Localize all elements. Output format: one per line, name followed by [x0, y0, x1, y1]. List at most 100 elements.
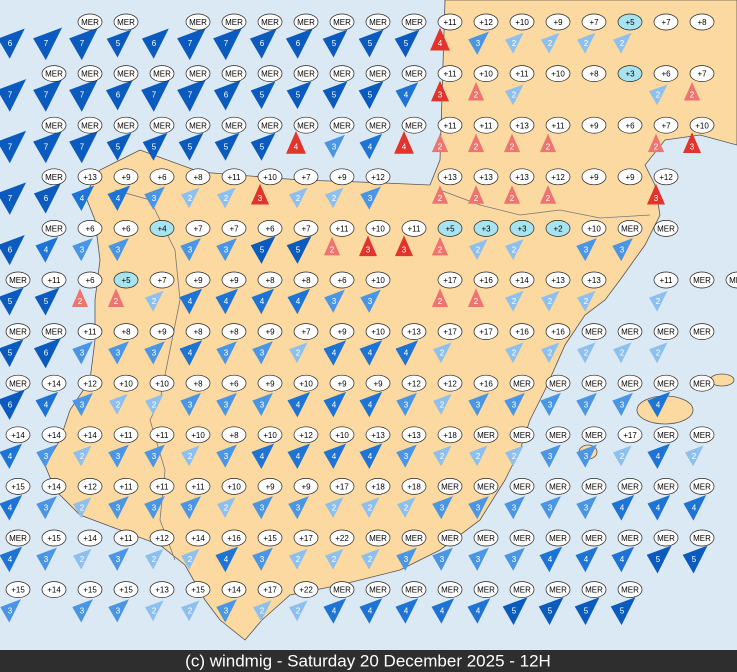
- wind-arrow: [539, 546, 563, 573]
- temp-badge: [365, 116, 391, 134]
- wind-speed: 2: [474, 91, 479, 100]
- temp-badge: [257, 271, 283, 289]
- wind-arrow: [539, 133, 557, 153]
- temp-label: MER: [9, 534, 27, 543]
- temp-label: MER: [261, 18, 279, 27]
- wind-speed: 3: [116, 246, 121, 255]
- temp-label: +9: [193, 276, 203, 285]
- wind-speed: 3: [512, 504, 517, 513]
- temp-label: MER: [405, 121, 423, 130]
- temp-badge: [581, 529, 607, 547]
- temp-badge: [689, 426, 715, 444]
- temp-badge: [581, 323, 607, 340]
- temp-label: MER: [153, 121, 171, 130]
- wind-arrow: [505, 84, 524, 106]
- temp-badge: [617, 65, 643, 82]
- wind-speed: 4: [116, 194, 121, 203]
- temp-badge: [77, 581, 103, 598]
- temp-label: +7: [301, 328, 311, 337]
- temp-badge: [545, 116, 571, 134]
- temp-label: MER: [369, 18, 387, 27]
- wind-speed: 5: [404, 39, 409, 48]
- temp-badge: [329, 65, 355, 82]
- temp-label: +11: [156, 431, 170, 440]
- wind-speed: 2: [116, 400, 121, 409]
- temp-badge: [437, 581, 463, 598]
- temp-badge: [185, 271, 211, 289]
- temp-label: +12: [443, 379, 457, 388]
- temp-label: MER: [477, 586, 495, 595]
- temp-label: MER: [585, 534, 603, 543]
- wind-speed: 2: [476, 452, 481, 461]
- temp-label: MER: [369, 586, 387, 595]
- wind-speed: 7: [8, 194, 13, 203]
- wind-speed: 5: [368, 91, 373, 100]
- wind-speed: 4: [188, 349, 193, 358]
- temp-badge: [257, 478, 283, 495]
- wind-arrow: [431, 236, 449, 256]
- temp-label: +11: [408, 225, 422, 234]
- temp-badge: [581, 116, 607, 134]
- wind-arrow: [394, 131, 414, 154]
- wind-speed: 2: [368, 555, 373, 564]
- temp-badge: [473, 478, 499, 495]
- temp-badge: [689, 529, 715, 547]
- wind-speed: 3: [152, 194, 157, 203]
- temp-badge: [77, 478, 103, 495]
- wind-speed: 3: [548, 400, 553, 409]
- wind-speed: 3: [8, 607, 13, 616]
- temp-label: +17: [443, 328, 457, 337]
- temp-label: MER: [621, 379, 639, 388]
- temp-label: MER: [585, 431, 603, 440]
- wind-arrow: [395, 598, 419, 624]
- wind-arrow: [288, 496, 309, 520]
- wind-speed: 2: [512, 39, 517, 48]
- wind-speed: 2: [296, 607, 301, 616]
- wind-speed: 3: [620, 246, 625, 255]
- wind-speed: 2: [438, 142, 443, 151]
- wind-speed: 5: [116, 142, 121, 151]
- temp-badge: [581, 168, 607, 186]
- wind-arrow: [249, 28, 277, 59]
- temp-label: +11: [120, 483, 134, 492]
- temp-label: +6: [157, 173, 167, 182]
- temp-badge: [185, 581, 211, 598]
- wind-speed: 7: [44, 142, 49, 151]
- wind-arrow: [216, 599, 237, 623]
- footer: (c) windmig - Saturday 20 December 2025 …: [185, 651, 551, 670]
- temp-label: +16: [479, 276, 493, 285]
- temp-badge: [401, 478, 427, 495]
- wind-speed: 3: [224, 246, 229, 255]
- wind-arrow: [360, 289, 381, 313]
- temp-badge: [41, 581, 67, 598]
- wind-speed: 2: [438, 194, 443, 203]
- temp-label: MER: [297, 70, 315, 79]
- wind-speed: 3: [402, 246, 407, 255]
- temp-badge: [509, 168, 535, 186]
- temp-label: MER: [333, 70, 351, 79]
- temp-label: +10: [479, 70, 493, 79]
- wind-arrow: [179, 340, 203, 366]
- wind-speed: 3: [44, 452, 49, 461]
- wind-speed: 4: [656, 400, 661, 409]
- wind-arrow: [213, 80, 241, 111]
- wind-speed: 2: [546, 142, 551, 151]
- temp-badge: [77, 271, 103, 289]
- temp-label: +17: [479, 328, 493, 337]
- temp-badge: [257, 116, 283, 134]
- wind-speed: 4: [584, 555, 589, 564]
- temp-label: MER: [549, 534, 567, 543]
- temp-badge: [329, 426, 355, 444]
- temp-label: +8: [193, 173, 203, 182]
- wind-arrow: [325, 548, 344, 570]
- wind-arrow: [216, 341, 237, 365]
- wind-speed: 3: [188, 400, 193, 409]
- temp-badge: [185, 13, 211, 31]
- wind-arrow: [322, 29, 348, 58]
- temp-label: MER: [189, 121, 207, 130]
- wind-speed: 2: [260, 607, 265, 616]
- wind-speed: 3: [44, 504, 49, 513]
- temp-badge: [185, 116, 211, 134]
- temp-badge: [257, 168, 283, 186]
- temp-badge: [185, 529, 211, 547]
